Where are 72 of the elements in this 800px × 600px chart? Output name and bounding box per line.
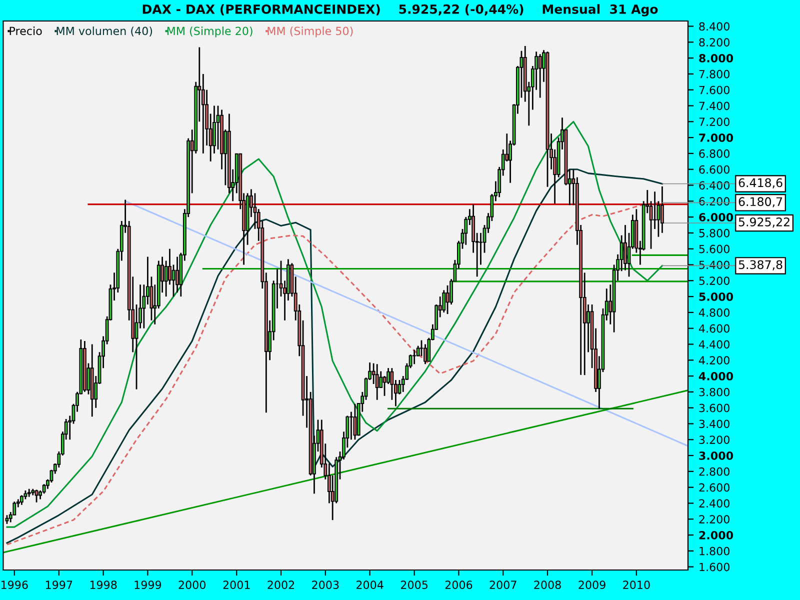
y-tick-label: 5.200 [699,276,730,286]
candlestick [538,53,542,98]
candlestick [442,289,446,314]
y-tick-label: 4.800 [698,308,730,317]
y-tick-label: 3.200 [699,436,730,444]
y-tick-label: 2.000 [699,530,734,540]
y-tick-label: 7.200 [699,118,730,126]
y-tick-label: 2.800 [699,467,730,476]
line-series [6,120,663,528]
x-tick-label: 2002 [268,580,294,590]
y-tick-label: 8.000 [699,54,734,62]
y-tick-label: 4.200 [698,356,730,365]
y-tick-label: 1.800 [700,546,730,556]
y-tick-label: 5.600 [699,244,730,254]
y-tick-label: 6.000 [699,213,734,222]
x-tick-label: 2007 [490,580,516,590]
y-tick-label: 5.400 [699,260,730,270]
y-tick-label: 2.200 [699,515,730,524]
candlestick [660,186,664,234]
x-tick-label: 2008 [534,580,561,590]
x-tick-label: 2009 [578,580,606,590]
y-tick-label: 7.000 [699,134,734,142]
legend-label: MM (Simple 20) [167,26,252,38]
y-tick-label: 2.400 [699,499,730,508]
y-tick-label: 6.600 [699,165,730,174]
candlestick [349,411,353,440]
y-tick-label: 3.400 [699,420,730,428]
x-tick-label: 2000 [178,580,206,590]
x-tick-label: 2004 [356,580,384,590]
y-tick-label: 7.800 [699,70,730,78]
x-tick-label: 2005 [401,580,428,590]
annotation: 6.418,6 [738,178,782,188]
x-tick-label: 1999 [134,580,162,590]
annotation: 6.180,7 [738,197,782,208]
x-tick-label: 2003 [312,580,339,590]
y-tick-label: 2.600 [699,483,730,492]
y-tick-label: 3.000 [699,452,734,460]
x-tick-label: 1997 [46,580,72,590]
y-tick-label: 1.600 [700,562,730,572]
candlestick [375,363,379,401]
y-tick-label: 7.600 [699,86,730,94]
y-tick-label: 4.000 [698,372,734,380]
x-tick-label: 2006 [445,580,472,590]
x-tick-label: 2001 [223,580,250,590]
candlestick [216,105,220,150]
x-tick-label: 1998 [90,580,117,590]
legend-label: Precio [10,26,42,36]
x-tick-label: 2010 [623,580,650,590]
y-tick-label: 7.400 [699,102,730,110]
candlestick [412,349,416,365]
y-tick-label: 4.400 [698,340,730,349]
legend-label: MM (Simple 50) [268,26,353,38]
candlestick [20,494,24,506]
annotation: 5.925,22 [738,217,790,228]
y-tick-label: 3.600 [699,404,730,412]
y-tick-label: 5.800 [699,228,730,238]
y-tick-label: 6.400 [699,181,730,190]
annotation: 5.387,8 [738,260,782,270]
chart-title: DAX - DAX (PERFORMANCEINDEX) 5.925,22 (-0,44%) Mensual 31 Ago [142,4,658,16]
candlestick [176,256,179,294]
y-tick-label: 4.600 [698,324,730,333]
candlestick [398,379,402,396]
y-tick-label: 8.400 [699,22,730,31]
legend-label: MM volumen (40) [56,26,152,36]
x-tick-label: 1996 [1,580,28,590]
candlestick [382,375,386,397]
candlestick [34,489,38,504]
y-tick-label: 6.800 [699,149,730,158]
y-tick-label: 5.000 [699,292,734,301]
y-tick-label: 3.800 [699,388,730,396]
y-tick-label: 8.200 [699,38,730,47]
candlestick [446,284,450,315]
